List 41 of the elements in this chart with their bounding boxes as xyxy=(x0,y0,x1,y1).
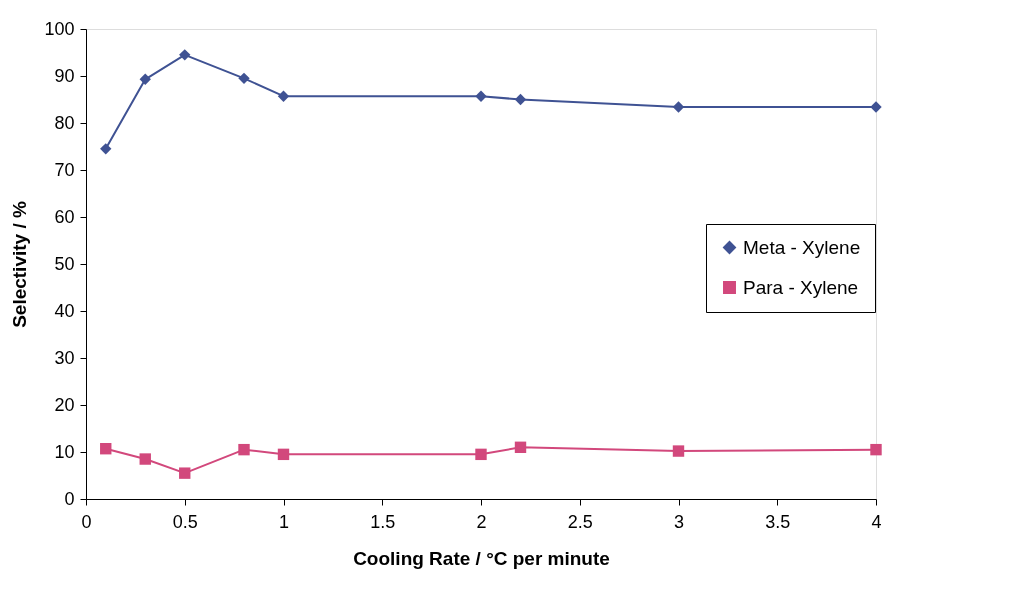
x-tick-label: 1 xyxy=(278,511,290,532)
y-tick-label: 70 xyxy=(54,159,75,180)
point xyxy=(139,453,151,465)
x-tick-label: 4 xyxy=(871,511,882,532)
point xyxy=(139,73,151,85)
x-tick-label: 0.5 xyxy=(172,511,198,532)
x-tick-label: 0 xyxy=(81,511,92,532)
y-tick-label: 0 xyxy=(64,488,75,509)
y-tick-label: 30 xyxy=(54,347,75,368)
legend-label: Para - Xylene xyxy=(743,276,859,298)
y-axis-title: Selectivity / % xyxy=(9,201,31,328)
point xyxy=(514,441,527,453)
point xyxy=(100,443,112,455)
x-tick-label: 2.5 xyxy=(567,511,593,532)
point xyxy=(179,49,191,61)
point xyxy=(238,72,250,85)
point xyxy=(514,93,527,106)
legend-label: Meta - Xylene xyxy=(743,236,861,258)
y-tick-label: 40 xyxy=(54,300,75,321)
point xyxy=(475,448,487,461)
point xyxy=(870,101,882,113)
point xyxy=(277,448,290,461)
y-tick-label: 60 xyxy=(54,206,75,227)
y-tick-label: 10 xyxy=(54,441,75,462)
point xyxy=(179,467,191,479)
x-tick-label: 3 xyxy=(673,511,685,532)
y-tick-label: 20 xyxy=(54,394,75,415)
point xyxy=(870,443,882,456)
y-tick-label: 100 xyxy=(44,18,75,39)
y-tick-label: 80 xyxy=(54,112,75,133)
point xyxy=(277,90,290,102)
x-axis-title: Cooling Rate / °C per minute xyxy=(353,547,610,569)
x-tick-label: 2 xyxy=(476,511,487,532)
x-tick-label: 1.5 xyxy=(370,511,396,532)
point xyxy=(100,143,112,155)
y-tick-label: 90 xyxy=(54,65,75,86)
point xyxy=(238,443,250,456)
point xyxy=(672,445,685,457)
x-tick-label: 3.5 xyxy=(765,511,791,532)
y-tick-label: 50 xyxy=(54,253,75,274)
point xyxy=(475,90,487,102)
